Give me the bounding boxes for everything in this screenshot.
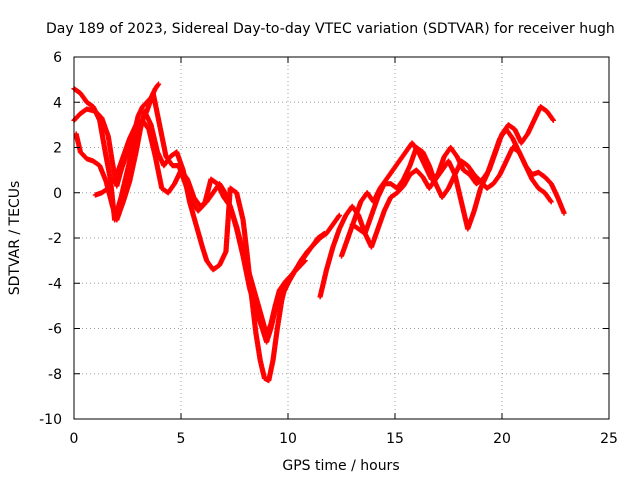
- data-point: [547, 198, 554, 204]
- x-tick-labels: 0 5 10 15 20 25: [70, 431, 618, 447]
- chart-grid: [74, 57, 609, 419]
- x-tick-label: 20: [493, 431, 511, 447]
- data-point: [548, 199, 554, 205]
- y-tick-label: -8: [48, 367, 62, 383]
- x-tick-label: 0: [70, 431, 79, 447]
- data-point: [550, 116, 556, 122]
- y-axis-label: SDTVAR / TECUs: [7, 181, 23, 296]
- y-tick-label: 0: [53, 186, 62, 202]
- data-point: [336, 213, 342, 219]
- data-series-5: [338, 104, 556, 259]
- y-tick-label: -10: [39, 412, 62, 428]
- x-tick-label: 10: [279, 431, 297, 447]
- y-tick-label: 6: [53, 50, 62, 66]
- y-tick-label: -6: [48, 322, 62, 338]
- chart-ticks: [73, 56, 610, 420]
- chart-marks: [71, 81, 567, 384]
- x-axis-label: GPS time / hours: [282, 458, 399, 474]
- chart-title: Day 189 of 2023, Sidereal Day-to-day VTE…: [46, 21, 615, 37]
- data-point: [550, 117, 556, 123]
- data-series-6: [349, 144, 554, 237]
- data-series-4: [317, 126, 567, 300]
- x-tick-label: 15: [386, 431, 404, 447]
- x-tick-label: 25: [600, 431, 618, 447]
- data-point: [561, 210, 567, 216]
- y-tick-label: 2: [53, 141, 62, 157]
- y-tick-label: -2: [48, 231, 62, 247]
- y-tick-label: 4: [53, 95, 62, 111]
- y-tick-labels: -10 -8 -6 -4 -2 0 2 4 6: [39, 50, 62, 428]
- x-tick-label: 5: [177, 431, 186, 447]
- y-tick-label: -4: [48, 276, 62, 292]
- data-point: [155, 81, 162, 87]
- data-series-2: [71, 86, 327, 338]
- data-point: [336, 212, 342, 218]
- data-series-3: [92, 117, 342, 345]
